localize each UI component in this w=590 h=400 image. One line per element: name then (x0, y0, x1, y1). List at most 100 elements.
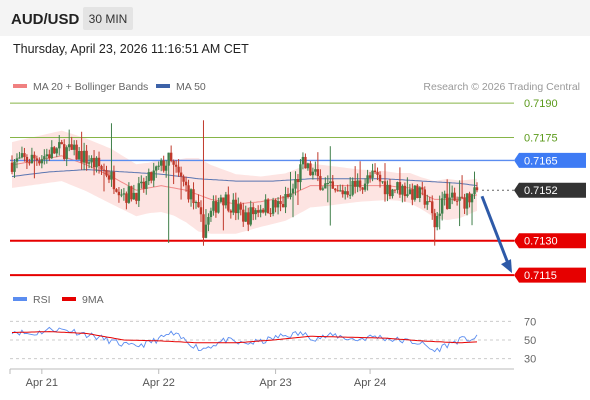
candle (458, 180, 461, 227)
candle-body (30, 154, 34, 164)
candle-body (411, 189, 414, 200)
candle-body (159, 160, 163, 166)
candle (391, 188, 394, 199)
candle-body (284, 194, 287, 208)
candle-body (85, 150, 88, 164)
candle-body (406, 194, 409, 197)
level-badge-0-7165: 0.7165 (514, 152, 586, 168)
candle-body (75, 144, 78, 160)
candle (179, 166, 183, 200)
candle-body (199, 207, 203, 215)
candle (150, 171, 153, 184)
candle (339, 184, 342, 192)
rsi-line (11, 326, 478, 353)
candle (152, 162, 155, 187)
level-badge-box (514, 182, 586, 198)
candle (299, 159, 302, 190)
candle-body (95, 157, 98, 168)
candle (224, 191, 228, 209)
candle-body (50, 147, 53, 159)
candle-body (294, 179, 297, 189)
candle (28, 158, 31, 166)
level-labels: 0.7190 0.7175 0.7165 0.7152 0.7130 0.7115 (514, 98, 586, 283)
candle (137, 176, 141, 207)
candle (127, 182, 131, 204)
candle (383, 163, 387, 202)
candle (403, 182, 407, 202)
candle-body (348, 194, 352, 196)
ma20-legend-label: MA 20 + Bollinger Bands (33, 81, 148, 93)
candle-body (274, 200, 277, 208)
candle (169, 145, 173, 163)
candle-body (155, 166, 158, 171)
candle-body (157, 165, 160, 167)
candle (110, 123, 113, 187)
candle-body (286, 194, 290, 198)
rsi-legend-label: RSI (33, 294, 51, 306)
candle-body (314, 169, 317, 172)
candle (261, 207, 265, 214)
candle-body (244, 212, 247, 222)
candle-body (346, 191, 349, 195)
candle (142, 177, 145, 193)
candle (366, 169, 369, 191)
candle (242, 202, 245, 227)
level-badge-text: 0.7130 (524, 236, 558, 248)
candle-body (356, 180, 359, 187)
candle-body (445, 193, 449, 209)
candle-body (291, 188, 295, 194)
candle-body (341, 190, 344, 195)
candle (182, 174, 185, 187)
copyright-text: Research © 2026 Trading Central (423, 81, 580, 93)
interval-badge[interactable] (83, 7, 133, 30)
candle-body (224, 194, 228, 206)
forecast-arrow (480, 195, 512, 274)
candle-body (309, 163, 312, 176)
candle-body (428, 201, 431, 203)
candle-body (296, 179, 300, 183)
candle (252, 202, 255, 221)
candle-body (234, 199, 237, 214)
candle (378, 171, 382, 188)
level-lines (10, 102, 514, 277)
candle (356, 173, 359, 193)
candle-body (371, 170, 374, 178)
candle (135, 192, 138, 205)
candle (43, 149, 46, 165)
candle-body (376, 172, 379, 175)
candle (72, 140, 76, 156)
candle (35, 155, 39, 166)
candle (371, 163, 374, 182)
candle (244, 205, 247, 222)
candle (455, 196, 459, 206)
candle (460, 175, 464, 200)
candle-body (396, 182, 399, 190)
candle (426, 194, 429, 210)
candle (87, 155, 91, 169)
candle (167, 152, 170, 243)
candle (13, 159, 16, 178)
candle (316, 152, 320, 182)
candle (296, 174, 300, 205)
bollinger-band (12, 130, 477, 234)
candle-body (172, 160, 175, 165)
candle (468, 191, 471, 208)
candle (428, 196, 431, 203)
level-badge-box (514, 267, 586, 283)
candle (105, 165, 108, 178)
candle-body (177, 166, 180, 173)
candle-body (80, 151, 83, 163)
candle-body (475, 187, 479, 191)
candle (341, 184, 344, 198)
candle-body (63, 144, 66, 159)
candle (259, 204, 262, 218)
candle-body (319, 176, 322, 190)
candle (97, 151, 101, 174)
ma20-legend-swatch (13, 84, 27, 88)
candle-body (383, 181, 387, 195)
candle-body (254, 210, 257, 215)
candle-body (448, 197, 451, 209)
candle (159, 158, 163, 172)
candle-body (20, 153, 24, 158)
